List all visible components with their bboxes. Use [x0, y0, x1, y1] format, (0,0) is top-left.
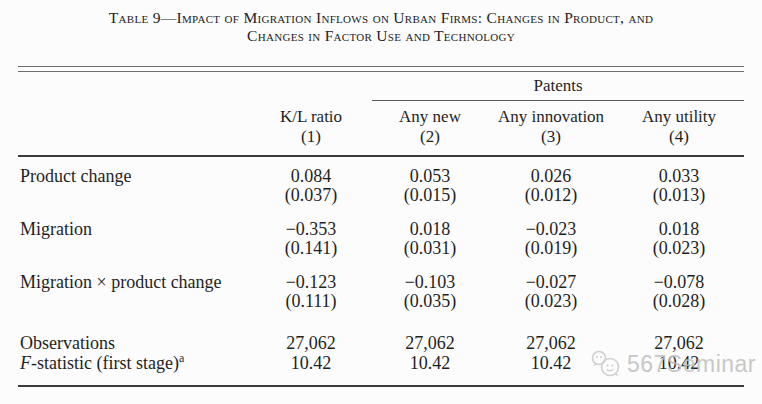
coef-cell: 0.026 [488, 167, 614, 187]
footnote-marker: a [179, 351, 184, 365]
column-label: K/L ratio [250, 107, 372, 127]
coef-cell: 0.018 [614, 220, 744, 240]
column-number: (2) [372, 127, 488, 147]
spacer-cell [250, 76, 372, 101]
row-label: Observations [18, 334, 250, 354]
spacer-cell [18, 239, 250, 259]
column-number: (4) [614, 127, 744, 147]
patents-group-header: Patents [372, 76, 744, 101]
spacer-cell [18, 107, 250, 147]
se-cell: (0.111) [250, 292, 372, 312]
top-double-rule [18, 66, 744, 72]
row-label: Product change [18, 167, 250, 187]
coef-cell: −0.027 [488, 273, 614, 293]
coef-cell: 0.084 [250, 167, 372, 187]
coef-cell: 0.053 [372, 167, 488, 187]
se-cell: (0.037) [250, 186, 372, 206]
table-title-line2: Changes in Factor Use and Technology [0, 27, 762, 45]
row-label: Migration × product change [18, 273, 250, 293]
patents-group-row: Patents [18, 76, 744, 101]
column-header-kl-ratio: K/L ratio (1) [250, 107, 372, 147]
column-header-any-new: Any new (2) [372, 107, 488, 147]
coef-cell: −0.353 [250, 220, 372, 240]
se-cell: (0.013) [614, 186, 744, 206]
stat-cell: 27,062 [372, 334, 488, 354]
stat-cell: 10.42 [488, 354, 614, 374]
table-title: Table 9—Impact of Migration Inflows on U… [0, 0, 762, 45]
column-number: (1) [250, 127, 372, 147]
column-label: Any innovation [488, 107, 614, 127]
table-title-line1: Table 9—Impact of Migration Inflows on U… [0, 9, 762, 27]
column-header-any-utility: Any utility (4) [614, 107, 744, 147]
se-cell: (0.023) [488, 292, 614, 312]
table-row-migration: Migration −0.353 0.018 −0.023 0.018 (0.1… [18, 220, 744, 259]
coef-cell: 0.033 [614, 167, 744, 187]
coef-cell: −0.103 [372, 273, 488, 293]
spacer-cell [18, 186, 250, 206]
table-row-migration-x-product-change: Migration × product change −0.123 −0.103… [18, 273, 744, 312]
stat-cell: 27,062 [250, 334, 372, 354]
table-row-f-statistic: F-statistic (first stage)a 10.42 10.42 1… [18, 354, 744, 374]
se-cell: (0.141) [250, 239, 372, 259]
column-label: Any utility [614, 107, 744, 127]
spacer-cell [18, 76, 250, 101]
f-label-rest: -statistic (first stage) [31, 353, 179, 373]
f-italic: F [20, 353, 31, 373]
row-label: F-statistic (first stage)a [18, 354, 250, 374]
header-rule [18, 155, 744, 157]
table-row-product-change: Product change 0.084 0.053 0.026 0.033 (… [18, 167, 744, 206]
se-cell: (0.035) [372, 292, 488, 312]
column-header-row: K/L ratio (1) Any new (2) Any innovation… [18, 101, 744, 155]
coef-cell: −0.023 [488, 220, 614, 240]
se-cell: (0.028) [614, 292, 744, 312]
column-number: (3) [488, 127, 614, 147]
results-table: Patents K/L ratio (1) Any new (2) Any in… [18, 66, 744, 387]
column-header-any-innovation: Any innovation (3) [488, 107, 614, 147]
stat-cell: 27,062 [488, 334, 614, 354]
stat-cell: 10.42 [250, 354, 372, 374]
se-cell: (0.015) [372, 186, 488, 206]
se-cell: (0.012) [488, 186, 614, 206]
se-cell: (0.019) [488, 239, 614, 259]
paper-table-page: Table 9—Impact of Migration Inflows on U… [0, 0, 762, 404]
column-label: Any new [372, 107, 488, 127]
stat-cell: 27,062 [614, 334, 744, 354]
se-cell: (0.031) [372, 239, 488, 259]
stat-cell: 10.42 [614, 354, 744, 374]
row-label: Migration [18, 220, 250, 240]
table-row-observations: Observations 27,062 27,062 27,062 27,062 [18, 334, 744, 354]
bottom-rule [18, 385, 744, 387]
stat-cell: 10.42 [372, 354, 488, 374]
spacer-cell [18, 292, 250, 312]
se-cell: (0.023) [614, 239, 744, 259]
coef-cell: 0.018 [372, 220, 488, 240]
coef-cell: −0.123 [250, 273, 372, 293]
coef-cell: −0.078 [614, 273, 744, 293]
